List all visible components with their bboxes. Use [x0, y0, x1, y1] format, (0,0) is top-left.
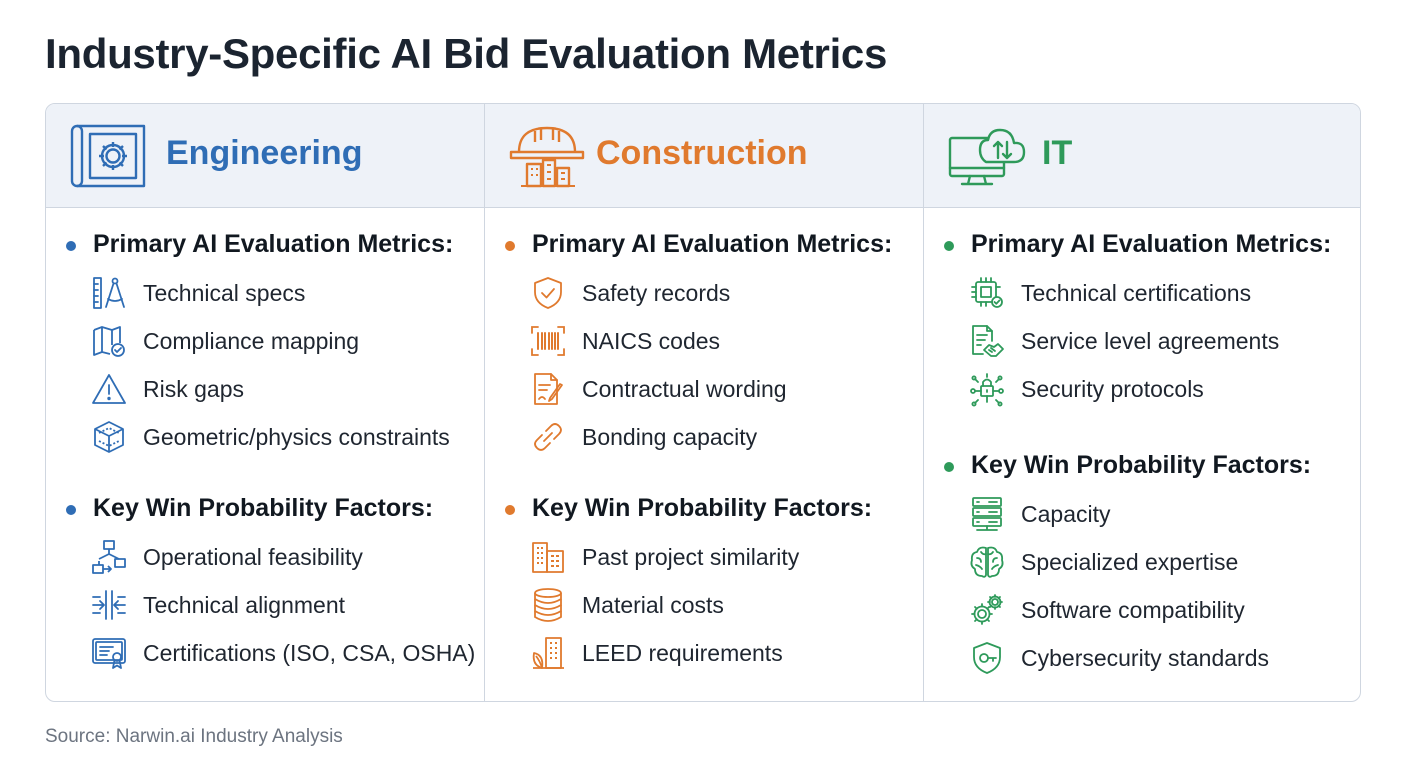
flowchart-icon: [92, 540, 126, 574]
item-label: Service level agreements: [1021, 328, 1280, 354]
bullet-dot: [66, 505, 76, 515]
ruler-compass-icon: [93, 277, 125, 309]
item-label: Material costs: [582, 592, 724, 618]
align-arrows-icon: [92, 590, 126, 620]
document-handshake-icon: [972, 325, 1004, 357]
item-label: Past project similarity: [582, 544, 800, 570]
certificate-icon: [92, 638, 126, 669]
coin-stack-icon: [534, 588, 562, 622]
column-divider: [484, 104, 485, 701]
gears-icon: [971, 594, 1003, 625]
item-label: Bonding capacity: [582, 424, 758, 450]
bullet-dot: [944, 241, 954, 251]
column-header-construction: Construction: [485, 104, 923, 208]
buildings-icon: [532, 542, 564, 573]
column-engineering: Engineering Primary AI Evaluation Metric…: [46, 104, 484, 701]
hardhat-buildings-icon: [509, 126, 585, 188]
column-title: Construction: [596, 134, 808, 172]
blueprint-gear-icon: [70, 124, 146, 188]
section-title-primary: Primary AI Evaluation Metrics:: [532, 230, 893, 258]
column-construction: Construction Primary AI Evaluation Metri…: [485, 104, 923, 701]
item-label: Certifications (ISO, CSA, OSHA): [143, 640, 476, 666]
column-header-it: IT: [924, 104, 1360, 208]
green-building-icon: [532, 637, 564, 669]
shield-key-icon: [973, 642, 1001, 674]
section-title-factors: Key Win Probability Factors:: [532, 494, 873, 522]
section-title-factors: Key Win Probability Factors:: [93, 494, 434, 522]
item-label: Specialized expertise: [1021, 549, 1239, 575]
item-label: Geometric/physics constraints: [143, 424, 450, 450]
column-title: Engineering: [166, 134, 363, 172]
comparison-panel: Engineering Primary AI Evaluation Metric…: [45, 103, 1361, 702]
server-stack-icon: [972, 497, 1002, 531]
brain-icon: [970, 546, 1004, 578]
chip-badge-icon: [971, 277, 1003, 308]
section-title-primary: Primary AI Evaluation Metrics:: [93, 230, 454, 258]
column-header-engineering: Engineering: [46, 104, 484, 208]
section-title-factors: Key Win Probability Factors:: [971, 451, 1312, 479]
warning-triangle-icon: [92, 374, 126, 404]
column-it: IT Primary AI Evaluation Metrics: Techni…: [924, 104, 1360, 701]
item-label: Software compatibility: [1021, 597, 1245, 623]
bullet-dot: [505, 241, 515, 251]
cloud-monitor-icon: [948, 128, 1026, 186]
item-label: Contractual wording: [582, 376, 787, 402]
document-pen-icon: [534, 373, 563, 405]
column-divider: [923, 104, 924, 701]
item-label: Risk gaps: [143, 376, 244, 402]
item-label: Operational feasibility: [143, 544, 363, 570]
item-label: Technical certifications: [1021, 280, 1252, 306]
section-title-primary: Primary AI Evaluation Metrics:: [971, 230, 1332, 258]
item-label: Capacity: [1021, 501, 1111, 527]
map-check-icon: [93, 326, 125, 357]
barcode-icon: [531, 326, 565, 356]
column-title: IT: [1042, 134, 1073, 172]
item-label: Technical alignment: [143, 592, 346, 618]
bullet-dot: [505, 505, 515, 515]
bullet-dot: [944, 462, 954, 472]
chain-link-icon: [534, 423, 562, 451]
item-label: Technical specs: [143, 280, 306, 306]
source-note: Source: Narwin.ai Industry Analysis: [45, 726, 343, 747]
cube-network-icon: [94, 421, 124, 453]
page-title: Industry-Specific AI Bid Evaluation Metr…: [45, 30, 888, 77]
shield-check-icon: [534, 277, 562, 309]
item-label: NAICS codes: [582, 328, 721, 354]
lock-network-icon: [970, 373, 1004, 407]
bullet-dot: [66, 241, 76, 251]
item-label: Safety records: [582, 280, 731, 306]
item-label: Cybersecurity standards: [1021, 645, 1269, 671]
item-label: Compliance mapping: [143, 328, 360, 354]
item-label: LEED requirements: [582, 640, 783, 666]
item-label: Security protocols: [1021, 376, 1204, 402]
